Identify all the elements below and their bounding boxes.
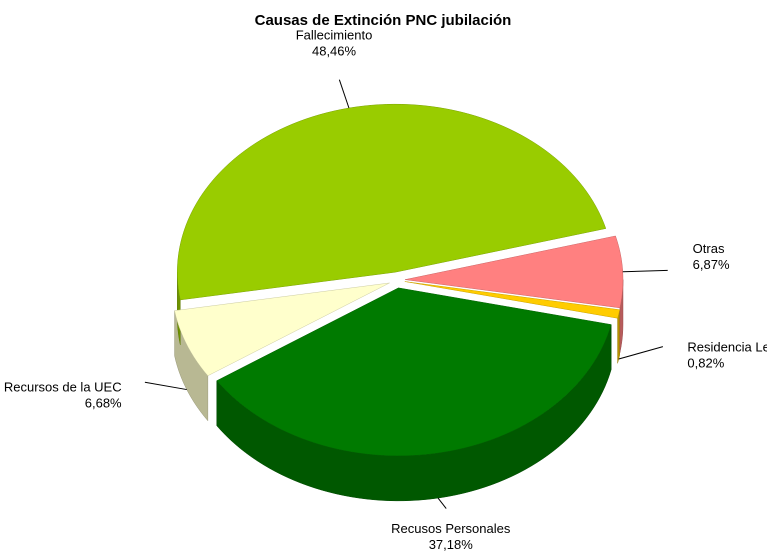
leader-line bbox=[622, 269, 668, 273]
value-label: 37,18% bbox=[429, 537, 474, 552]
category-label: Recusos Personales bbox=[391, 521, 511, 536]
category-label: Otras bbox=[693, 241, 725, 256]
data-label: Residencia Legal0,82% bbox=[687, 339, 767, 370]
slice bbox=[404, 235, 624, 309]
chart-title: Causas de Extinción PNC jubilación bbox=[255, 12, 512, 29]
slice bbox=[174, 282, 390, 377]
leader-line bbox=[338, 79, 350, 109]
category-label: Recursos de la UEC bbox=[4, 379, 122, 394]
category-label: Fallecimiento bbox=[296, 27, 373, 42]
category-label: Residencia Legal bbox=[687, 339, 767, 354]
slice bbox=[216, 287, 612, 457]
value-label: 48,46% bbox=[312, 43, 357, 58]
slice bbox=[404, 281, 621, 319]
leader-line bbox=[618, 346, 664, 360]
value-label: 6,87% bbox=[693, 257, 730, 272]
leader-line bbox=[144, 381, 187, 391]
value-label: 6,68% bbox=[85, 395, 122, 410]
value-label: 0,82% bbox=[687, 355, 724, 370]
leader-line bbox=[437, 497, 447, 509]
